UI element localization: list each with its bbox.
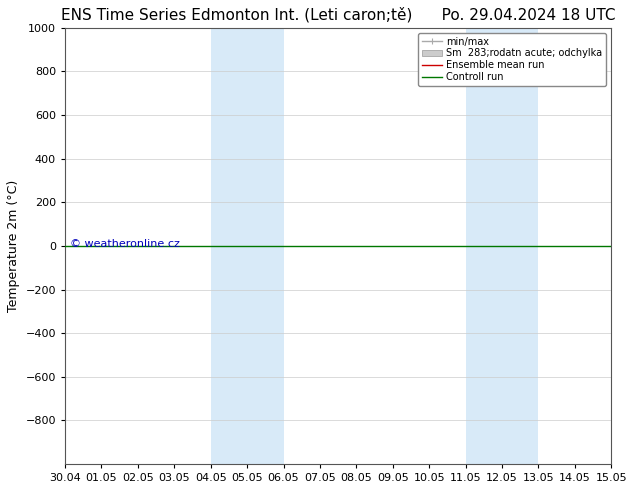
- Bar: [210, 28, 283, 464]
- Title: ENS Time Series Edmonton Int. (Leti caron;tě)      Po. 29.04.2024 18 UTC: ENS Time Series Edmonton Int. (Leti caro…: [61, 7, 616, 23]
- Legend: min/max, Sm  283;rodatn acute; odchylka, Ensemble mean run, Controll run: min/max, Sm 283;rodatn acute; odchylka, …: [418, 33, 606, 86]
- Bar: [465, 28, 538, 464]
- Y-axis label: Temperature 2m (°C): Temperature 2m (°C): [7, 180, 20, 312]
- Text: © weatheronline.cz: © weatheronline.cz: [70, 239, 180, 249]
